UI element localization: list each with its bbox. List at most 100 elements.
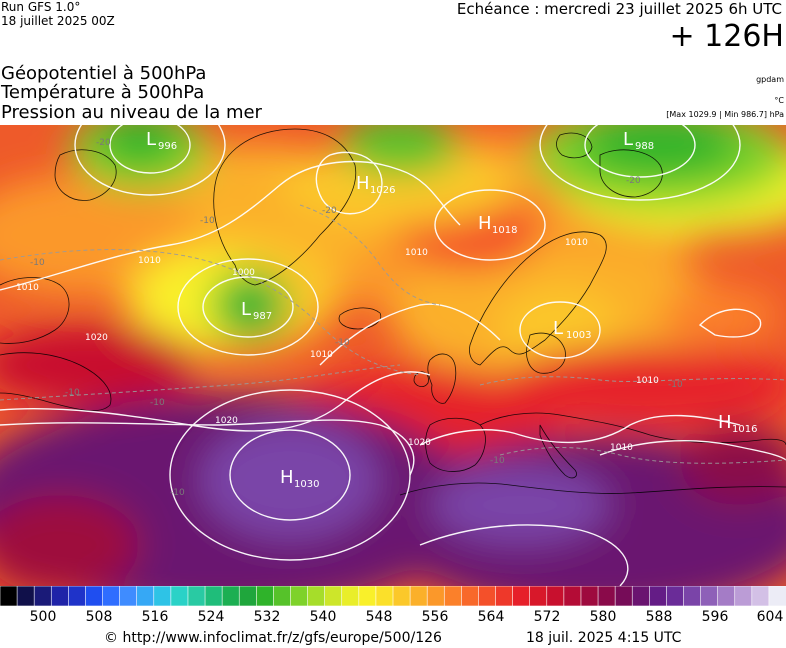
temperature-label: -20 — [96, 138, 111, 148]
pressure-center-letter: H — [280, 467, 294, 488]
temperature-label: -20 — [322, 206, 337, 216]
param-temperature: Température à 500hPa — [1, 82, 205, 103]
isobar-label: 1010 — [565, 238, 588, 248]
colorbar-tick: 540 — [309, 609, 337, 625]
colorbar-tick: 532 — [253, 609, 281, 625]
pressure-center-value: 1030 — [294, 479, 319, 490]
colorbar-swatch — [204, 586, 223, 606]
colorbar-tick: 572 — [533, 609, 561, 625]
unit-gpdam: gpdam — [756, 75, 784, 84]
colorbar-swatch — [768, 586, 786, 606]
colorbar-swatch — [68, 586, 87, 606]
colorbar-swatch — [307, 586, 326, 606]
pressure-center-letter: L — [241, 299, 251, 320]
pressure-min-max: [Max 1029.9 | Min 986.7] hPa — [666, 110, 784, 119]
coastlines — [0, 128, 786, 496]
colorbar-swatch — [478, 586, 497, 606]
colorbar-swatch — [136, 586, 155, 606]
colorbar-swatch — [529, 586, 548, 606]
lead-time: + 126H — [669, 19, 785, 54]
colorbar-tick: 604 — [756, 609, 784, 625]
colorbar-swatch — [751, 586, 770, 606]
colorbar-swatch — [324, 586, 343, 606]
colorbar-swatch — [648, 586, 667, 606]
pressure-center-letter: L — [553, 318, 563, 339]
colorbar-swatch — [221, 586, 240, 606]
colorbar-swatch — [512, 586, 531, 606]
footer-generated-time: 18 juil. 2025 4:15 UTC — [526, 630, 682, 646]
isobar-label: 1010 — [405, 248, 428, 258]
colorbar-swatch — [119, 586, 138, 606]
colorbar-swatch — [495, 586, 514, 606]
temperature-labels: -20 -20 -20 -10 -10 -10 -10 -10 -10 -10 … — [30, 138, 683, 498]
colorbar-swatch — [443, 586, 462, 606]
colorbar-tick: 580 — [589, 609, 617, 625]
colorbar-swatch — [153, 586, 172, 606]
colorbar-tick: 524 — [197, 609, 225, 625]
temperature-label: -10 — [30, 258, 45, 268]
colorbar-swatch — [666, 586, 685, 606]
colorbar-swatch — [375, 586, 394, 606]
colorbar-swatch — [255, 586, 274, 606]
colorbar-swatch — [734, 586, 753, 606]
colorbar-swatch — [187, 586, 206, 606]
param-mslp: Pression au niveau de la mer — [1, 102, 262, 123]
temperature-label: -10 — [150, 398, 165, 408]
run-title: Run GFS 1.0° — [1, 0, 81, 14]
temperature-label: -10 — [170, 488, 185, 498]
colorbar-swatch — [614, 586, 633, 606]
temperature-label: -20 — [626, 176, 641, 186]
colorbar — [0, 586, 786, 606]
unit-celsius: °C — [774, 96, 784, 105]
isobar-label: 1020 — [85, 333, 108, 343]
colorbar-tick: 556 — [421, 609, 449, 625]
isobar-label: 1010 — [310, 350, 333, 360]
temperature-label: -10 — [200, 216, 215, 226]
colorbar-swatch — [392, 586, 411, 606]
pressure-center-value: 1003 — [566, 330, 591, 341]
colorbar-tick: 548 — [365, 609, 393, 625]
pressure-center-letter: H — [356, 173, 370, 194]
colorbar-swatch — [238, 586, 257, 606]
pressure-center-value: 988 — [635, 141, 654, 152]
colorbar-swatch — [717, 586, 736, 606]
isobar-label: 1010 — [636, 376, 659, 386]
pressure-center-letter: L — [623, 129, 633, 150]
colorbar-tick: 516 — [141, 609, 169, 625]
forecast-valid-time: Echéance : mercredi 23 juillet 2025 6h U… — [456, 0, 782, 18]
colorbar-swatch — [409, 586, 428, 606]
colorbar-swatch — [102, 586, 121, 606]
temperature-label: -10 — [335, 338, 350, 348]
colorbar-swatch — [85, 586, 104, 606]
isotherms — [0, 204, 786, 464]
isobar-label: 1010 — [16, 283, 39, 293]
isobar-label: 1010 — [610, 443, 633, 453]
colorbar-swatch — [426, 586, 445, 606]
isobar-labels: 1010 1010 1010 1010 1010 1020 1020 1020 … — [16, 238, 659, 453]
run-date: 18 juillet 2025 00Z — [1, 14, 115, 28]
colorbar-tick: 588 — [645, 609, 673, 625]
colorbar-swatch — [341, 586, 360, 606]
temperature-label: -10 — [490, 456, 505, 466]
colorbar-swatch — [0, 586, 18, 606]
pressure-center-letter: H — [478, 213, 492, 234]
colorbar-tick: 500 — [29, 609, 57, 625]
colorbar-swatch — [33, 586, 52, 606]
colorbar-swatch — [358, 586, 377, 606]
pressure-centers: L 996 L 988 H 1026 H 1018 L 987 L 1003 H… — [146, 129, 757, 490]
pressure-center-value: 987 — [253, 311, 272, 322]
pressure-center-letter: H — [718, 412, 732, 433]
temperature-label: -10 — [65, 388, 80, 398]
colorbar-swatch — [461, 586, 480, 606]
pressure-center-value: 1016 — [732, 424, 757, 435]
weather-map: L 996 L 988 H 1026 H 1018 L 987 L 1003 H… — [0, 125, 786, 586]
colorbar-tick: 508 — [85, 609, 113, 625]
pressure-center-value: 996 — [158, 141, 177, 152]
isobars — [0, 125, 786, 586]
colorbar-swatch — [597, 586, 616, 606]
footer-source-url: © http://www.infoclimat.fr/z/gfs/europe/… — [104, 630, 442, 646]
isobar-label: 1020 — [408, 438, 431, 448]
pressure-center-letter: L — [146, 129, 156, 150]
colorbar-swatch — [50, 586, 69, 606]
colorbar-tick: 564 — [477, 609, 505, 625]
